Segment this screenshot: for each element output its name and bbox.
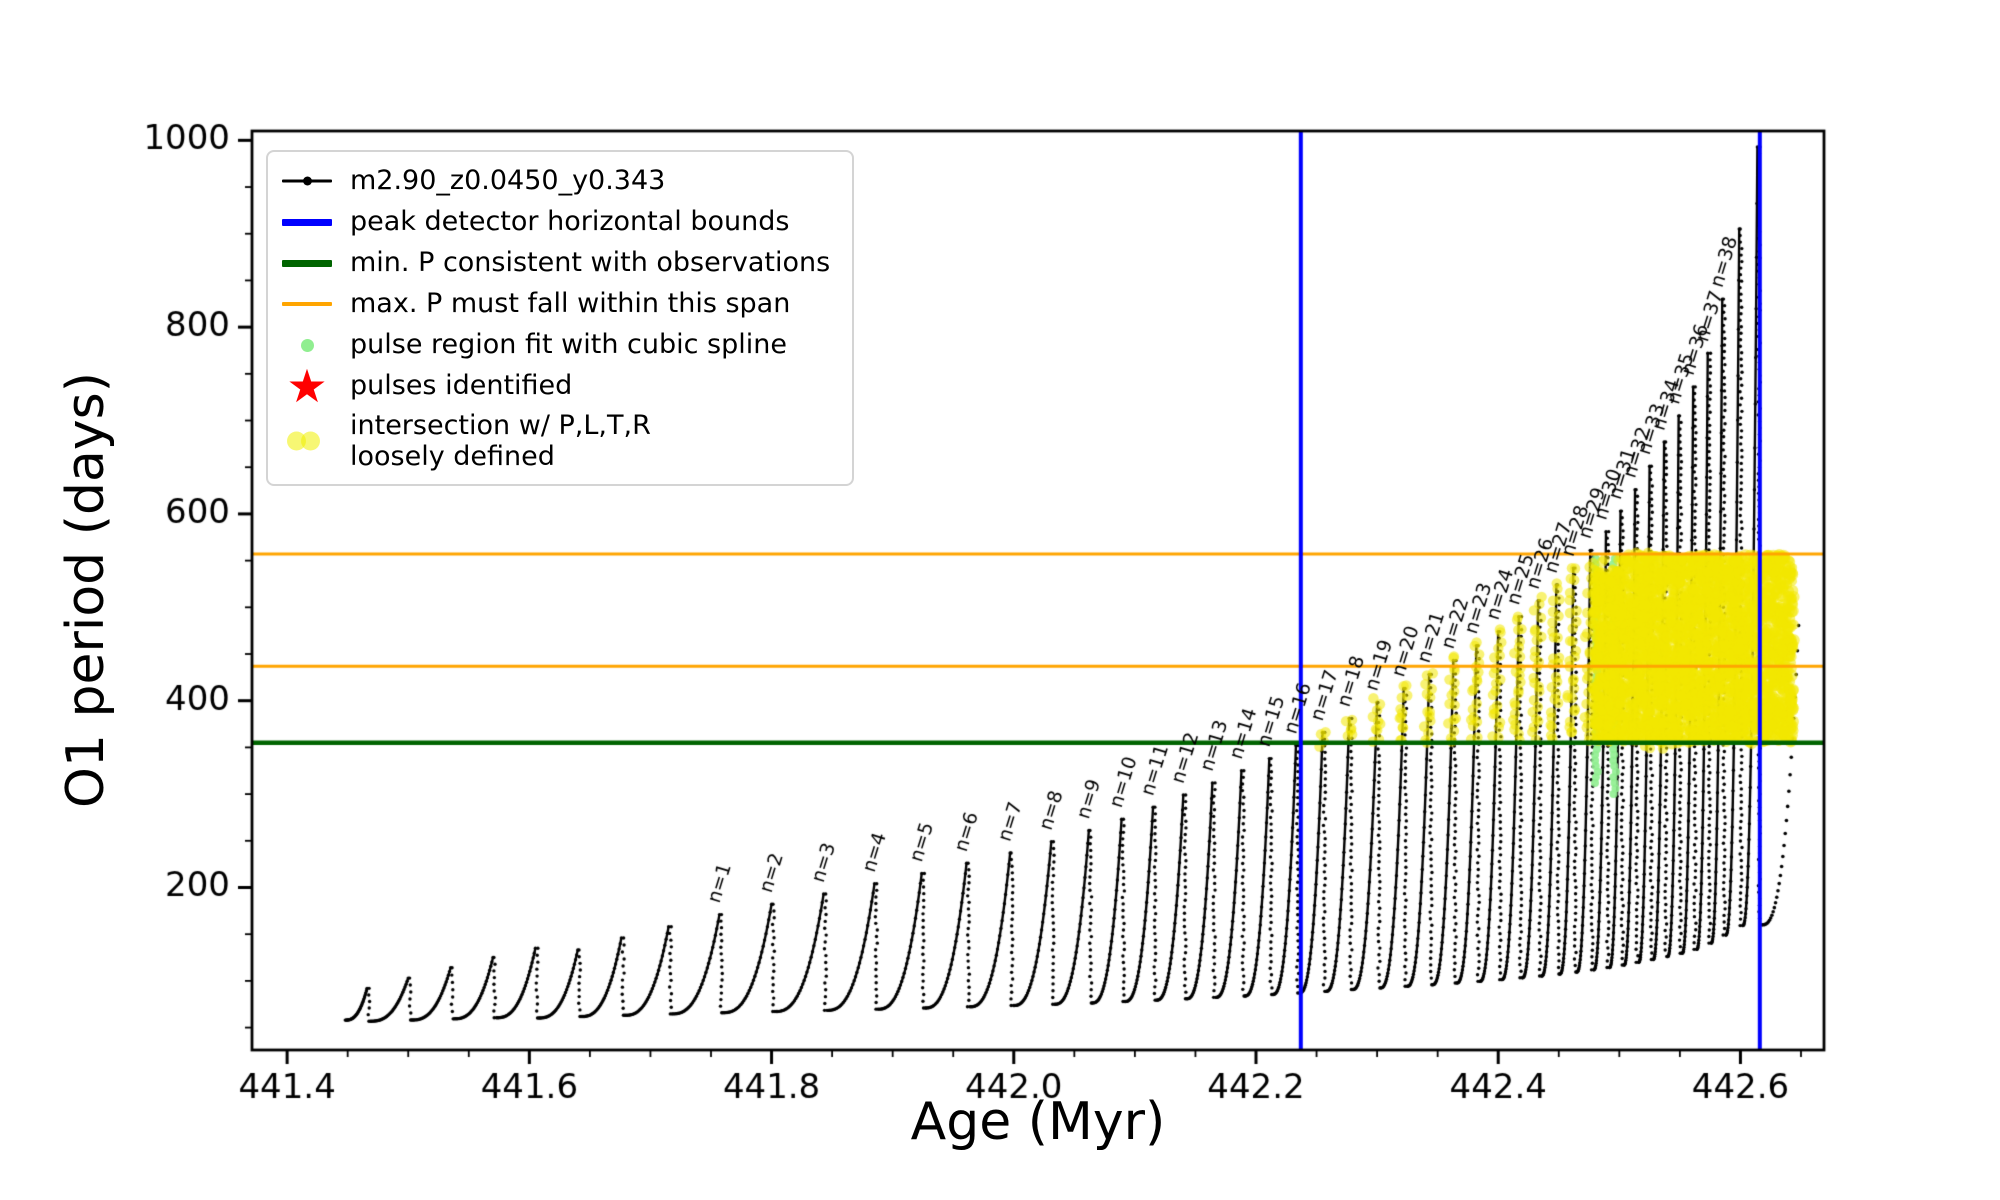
legend-item: intersection w/ P,L,T,R loosely defined <box>278 410 830 472</box>
legend-item: m2.90_z0.0450_y0.343 <box>278 164 830 198</box>
intersection-dots-icon <box>278 424 336 458</box>
legend-item: min. P consistent with observations <box>278 246 830 280</box>
legend-item: ★ pulses identified <box>278 359 830 413</box>
legend-item-label: pulses identified <box>350 370 573 402</box>
series-line-icon <box>278 164 336 198</box>
blue-bounds-line-icon <box>278 205 336 239</box>
legend-item-label: min. P consistent with observations <box>350 247 831 279</box>
y-axis-label: O1 period (days) <box>56 371 116 809</box>
legend-item-label: pulse region fit with cubic spline <box>350 329 787 361</box>
max-period-line-icon <box>278 287 336 321</box>
min-period-line-icon <box>278 246 336 280</box>
legend-item-label: max. P must fall within this span <box>350 288 791 320</box>
legend-item-label: peak detector horizontal bounds <box>350 206 790 238</box>
legend-item-label: m2.90_z0.0450_y0.343 <box>350 165 666 197</box>
pulse-star-icon: ★ <box>286 359 328 413</box>
legend-item-label: intersection w/ P,L,T,R loosely defined <box>350 410 651 473</box>
legend-item: max. P must fall within this span <box>278 287 830 321</box>
legend-item: pulse region fit with cubic spline <box>278 328 830 362</box>
legend-item: peak detector horizontal bounds <box>278 205 830 239</box>
spline-dot-icon <box>278 328 336 362</box>
x-axis-label: Age (Myr) <box>910 1092 1166 1152</box>
